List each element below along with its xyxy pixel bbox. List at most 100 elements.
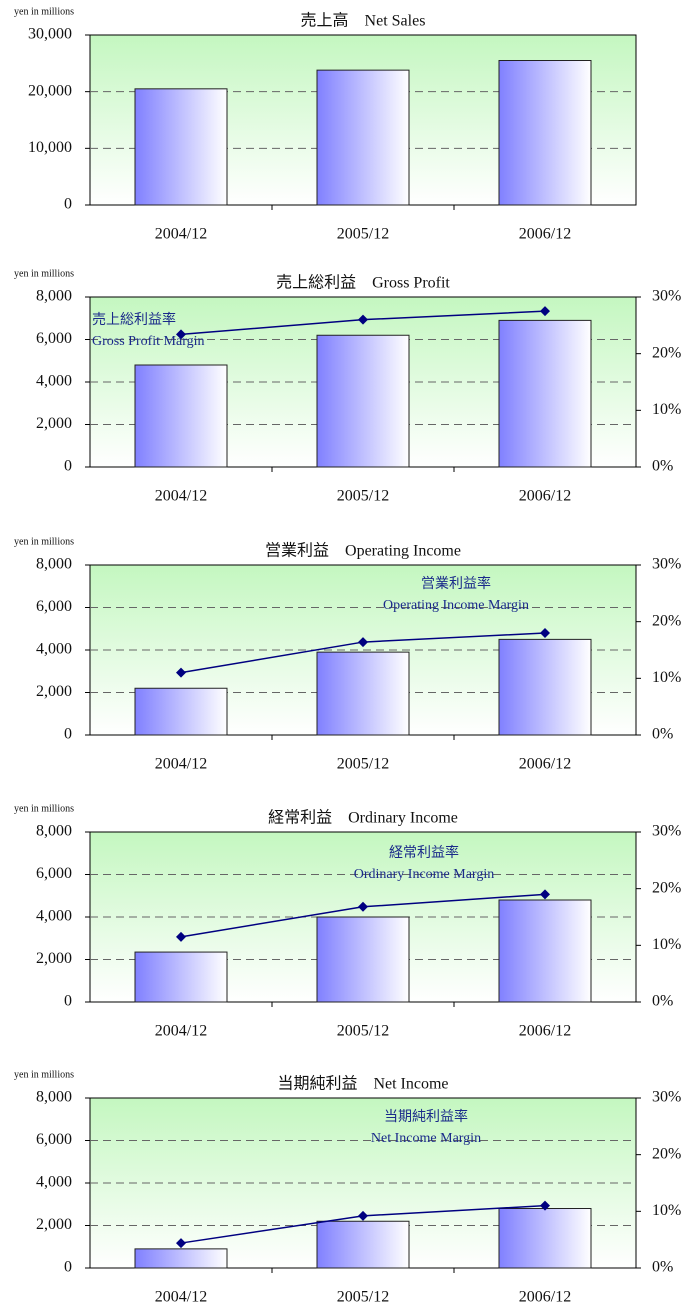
y-tick-label: 6,000 bbox=[36, 598, 72, 615]
chart: yen in millions 売上高 Net Sales 0 10,000 20,00… bbox=[14, 6, 637, 243]
y-tick-label: 8,000 bbox=[36, 1089, 72, 1106]
y-tick-label: 0 bbox=[64, 1259, 72, 1276]
y2-tick-label: 0% bbox=[652, 458, 673, 475]
unit-label: yen in millions bbox=[14, 803, 74, 814]
y2-tick-label: 10% bbox=[652, 936, 681, 953]
margin-label: 当期純利益率 bbox=[384, 1108, 468, 1125]
bar bbox=[498, 899, 592, 1003]
chart-title: 売上総利益 Gross Profit bbox=[276, 274, 450, 292]
unit-label: yen in millions bbox=[14, 6, 74, 17]
y-tick-label: 6,000 bbox=[36, 1131, 72, 1148]
bar bbox=[498, 319, 592, 468]
bar bbox=[134, 687, 228, 736]
x-tick-label: 2006/12 bbox=[519, 756, 571, 773]
y-tick-label: 4,000 bbox=[36, 1174, 72, 1191]
y2-tick-label: 20% bbox=[652, 612, 681, 629]
y-tick-label: 4,000 bbox=[36, 908, 72, 925]
y-tick-label: 4,000 bbox=[36, 373, 72, 390]
margin-label: 売上総利益率 bbox=[92, 311, 176, 328]
margin-marker bbox=[358, 1210, 368, 1221]
margin-marker bbox=[358, 637, 368, 648]
y-tick-label: 4,000 bbox=[36, 641, 72, 658]
bar bbox=[316, 651, 410, 736]
y2-tick-label: 10% bbox=[652, 1202, 681, 1219]
y2-tick-label: 30% bbox=[652, 823, 681, 840]
bar bbox=[498, 638, 592, 736]
bar bbox=[134, 88, 228, 206]
y-tick-label: 0 bbox=[64, 993, 72, 1010]
margin-label: Ordinary Income Margin bbox=[354, 867, 494, 882]
bar bbox=[134, 1248, 228, 1269]
y2-tick-label: 30% bbox=[652, 1089, 681, 1106]
x-tick-label: 2006/12 bbox=[519, 1023, 571, 1040]
margin-label: 営業利益率 bbox=[421, 575, 491, 592]
x-tick-label: 2004/12 bbox=[155, 1023, 207, 1040]
y-tick-label: 20,000 bbox=[28, 82, 72, 99]
y-tick-label: 2,000 bbox=[36, 1216, 72, 1233]
y2-tick-label: 10% bbox=[652, 401, 681, 418]
y-tick-label: 6,000 bbox=[36, 865, 72, 882]
bar bbox=[316, 334, 410, 468]
margin-label: Net Income Margin bbox=[371, 1131, 481, 1146]
chart-title: 営業利益 Operating Income bbox=[265, 542, 461, 560]
y-tick-label: 10,000 bbox=[28, 139, 72, 156]
bar bbox=[134, 364, 228, 468]
margin-marker bbox=[540, 628, 550, 638]
margin-marker bbox=[540, 1200, 550, 1211]
y-tick-label: 0 bbox=[64, 726, 72, 743]
y2-tick-label: 30% bbox=[652, 556, 681, 573]
y-tick-label: 8,000 bbox=[36, 556, 72, 573]
y2-tick-label: 20% bbox=[652, 879, 681, 896]
margin-marker bbox=[540, 306, 550, 317]
x-tick-label: 2005/12 bbox=[337, 488, 389, 505]
margin-marker bbox=[176, 931, 186, 942]
unit-label: yen in millions bbox=[14, 1069, 74, 1080]
chart-title: 経常利益 Ordinary Income bbox=[268, 809, 458, 827]
margin-marker bbox=[176, 1238, 186, 1249]
margin-marker bbox=[358, 901, 368, 912]
y-tick-label: 0 bbox=[64, 196, 72, 213]
chart: yen in millions 経常利益 Ordinary Income 0 2,00… bbox=[14, 803, 681, 1039]
chart: yen in millions 当期純利益 Net Income 0 2,000 4,0… bbox=[14, 1069, 681, 1304]
margin-label: 経常利益率 bbox=[389, 844, 459, 861]
x-tick-label: 2005/12 bbox=[337, 756, 389, 773]
x-tick-label: 2006/12 bbox=[519, 1289, 571, 1304]
x-tick-label: 2004/12 bbox=[155, 756, 207, 773]
bar bbox=[316, 1220, 410, 1269]
margin-marker bbox=[540, 889, 550, 900]
x-tick-label: 2006/12 bbox=[519, 488, 571, 505]
bar bbox=[316, 916, 410, 1003]
margin-marker bbox=[176, 329, 186, 340]
y-tick-label: 2,000 bbox=[36, 683, 72, 700]
y-tick-label: 2,000 bbox=[36, 415, 72, 432]
y-tick-label: 8,000 bbox=[36, 823, 72, 840]
chart: yen in millions 売上総利益 Gross Profit 0 2,000 4… bbox=[14, 268, 681, 504]
chart: yen in millions 営業利益 Operating Income 0 2,0… bbox=[14, 536, 681, 772]
x-tick-label: 2004/12 bbox=[155, 226, 207, 243]
x-tick-label: 2005/12 bbox=[337, 1289, 389, 1304]
y2-tick-label: 30% bbox=[652, 288, 681, 305]
y-tick-label: 2,000 bbox=[36, 950, 72, 967]
y-tick-label: 0 bbox=[64, 458, 72, 475]
margin-label: Gross Profit Margin bbox=[92, 334, 205, 349]
x-tick-label: 2004/12 bbox=[155, 1289, 207, 1304]
chart-title: 当期純利益 Net Income bbox=[277, 1075, 448, 1093]
margin-label: Operating Income Margin bbox=[383, 598, 529, 613]
x-tick-label: 2005/12 bbox=[337, 226, 389, 243]
bar bbox=[498, 60, 592, 206]
y2-tick-label: 20% bbox=[652, 344, 681, 361]
x-tick-label: 2004/12 bbox=[155, 488, 207, 505]
y-tick-label: 8,000 bbox=[36, 288, 72, 305]
x-tick-label: 2006/12 bbox=[519, 226, 571, 243]
y2-tick-label: 0% bbox=[652, 993, 673, 1010]
bar bbox=[134, 951, 228, 1003]
bar bbox=[316, 69, 410, 206]
y-tick-label: 30,000 bbox=[28, 26, 72, 43]
y-tick-label: 6,000 bbox=[36, 330, 72, 347]
bar bbox=[498, 1208, 592, 1269]
x-tick-label: 2005/12 bbox=[337, 1023, 389, 1040]
unit-label: yen in millions bbox=[14, 268, 74, 279]
chart-title: 売上高 Net Sales bbox=[301, 12, 426, 30]
y2-tick-label: 0% bbox=[652, 1259, 673, 1276]
